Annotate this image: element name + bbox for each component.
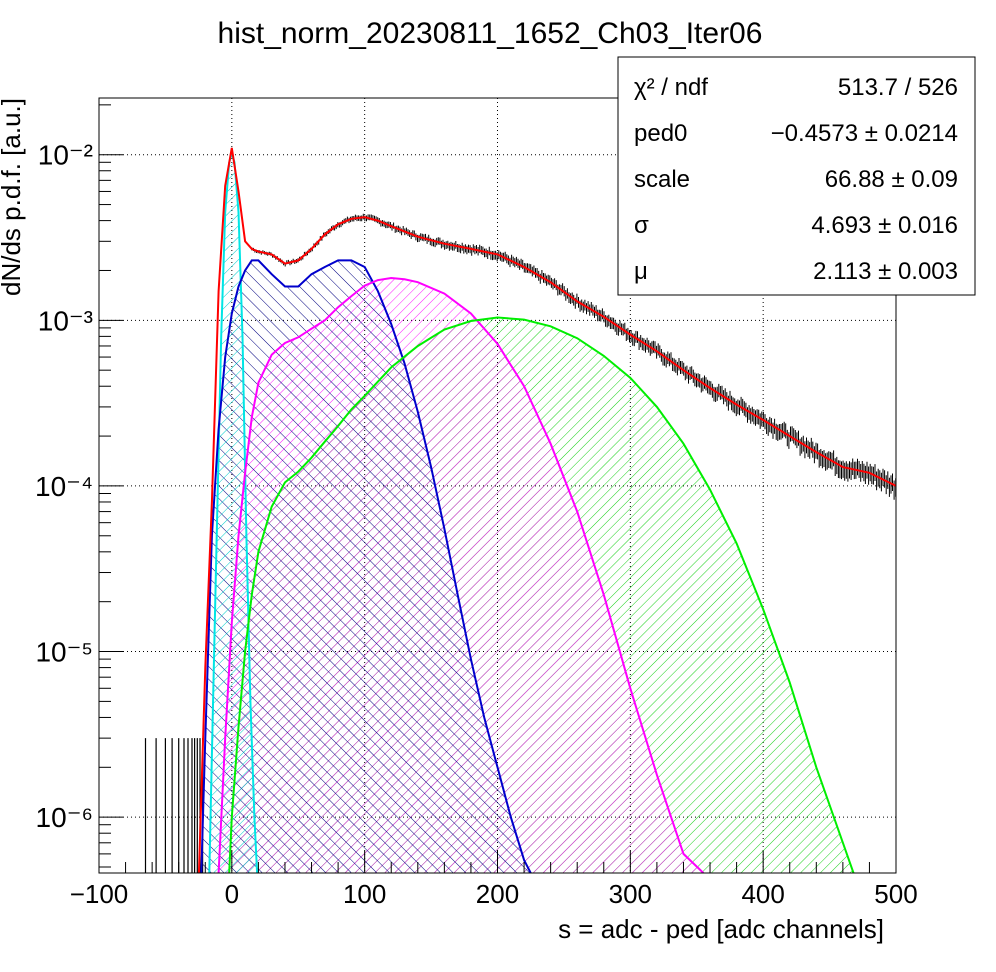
stat-value: 513.7 / 526	[838, 74, 958, 101]
stat-value: 4.693 ± 0.016	[811, 212, 958, 239]
x-tick-label: −100	[70, 879, 129, 909]
stat-value: 66.88 ± 0.09	[825, 166, 958, 193]
x-tick-label: 0	[225, 879, 239, 909]
y-axis-label: dN/ds p.d.f. [a.u.]	[0, 98, 26, 296]
total-fit-curve	[197, 147, 896, 873]
y-tick-label: 10⁻⁴	[35, 471, 93, 502]
x-tick-label: 100	[343, 879, 386, 909]
x-tick-label: 500	[874, 879, 917, 909]
stat-name: μ	[634, 258, 648, 285]
stat-value: −0.4573 ± 0.0214	[771, 120, 958, 147]
y-tick-label: 10⁻⁵	[35, 637, 93, 668]
y-tick-label: 10⁻³	[38, 305, 93, 336]
y-axis: 10⁻⁶ 10⁻⁵ 10⁻⁴ 10⁻³ 10⁻²	[35, 104, 123, 868]
stat-name: σ	[634, 212, 649, 239]
stat-name: scale	[634, 166, 690, 193]
component-fill	[209, 153, 258, 873]
component-curve	[228, 316, 855, 873]
chart-title: hist_norm_20230811_1652_Ch03_Iter06	[218, 17, 763, 50]
component-curve	[217, 276, 705, 873]
component-fills	[201, 153, 854, 873]
histogram-tail-bins	[144, 738, 204, 873]
x-axis: −100 0 100 200 300 400 500	[70, 851, 918, 909]
component-fill	[201, 260, 531, 873]
x-tick-label: 400	[741, 879, 784, 909]
stats-box: χ² / ndf 513.7 / 526 ped0 −0.4573 ± 0.0214 s…	[617, 56, 976, 296]
stat-name: χ² / ndf	[634, 74, 708, 101]
x-axis-label: s = adc - ped [adc channels]	[558, 914, 884, 944]
x-tick-label: 200	[476, 879, 519, 909]
stat-value: 2.113 ± 0.003	[813, 258, 958, 285]
y-tick-label: 10⁻⁶	[36, 802, 93, 833]
x-tick-label: 300	[609, 879, 652, 909]
y-tick-label: 10⁻²	[38, 140, 93, 171]
fit-curves	[197, 147, 896, 873]
component-curve	[200, 259, 532, 873]
stat-name: ped0	[634, 120, 687, 147]
